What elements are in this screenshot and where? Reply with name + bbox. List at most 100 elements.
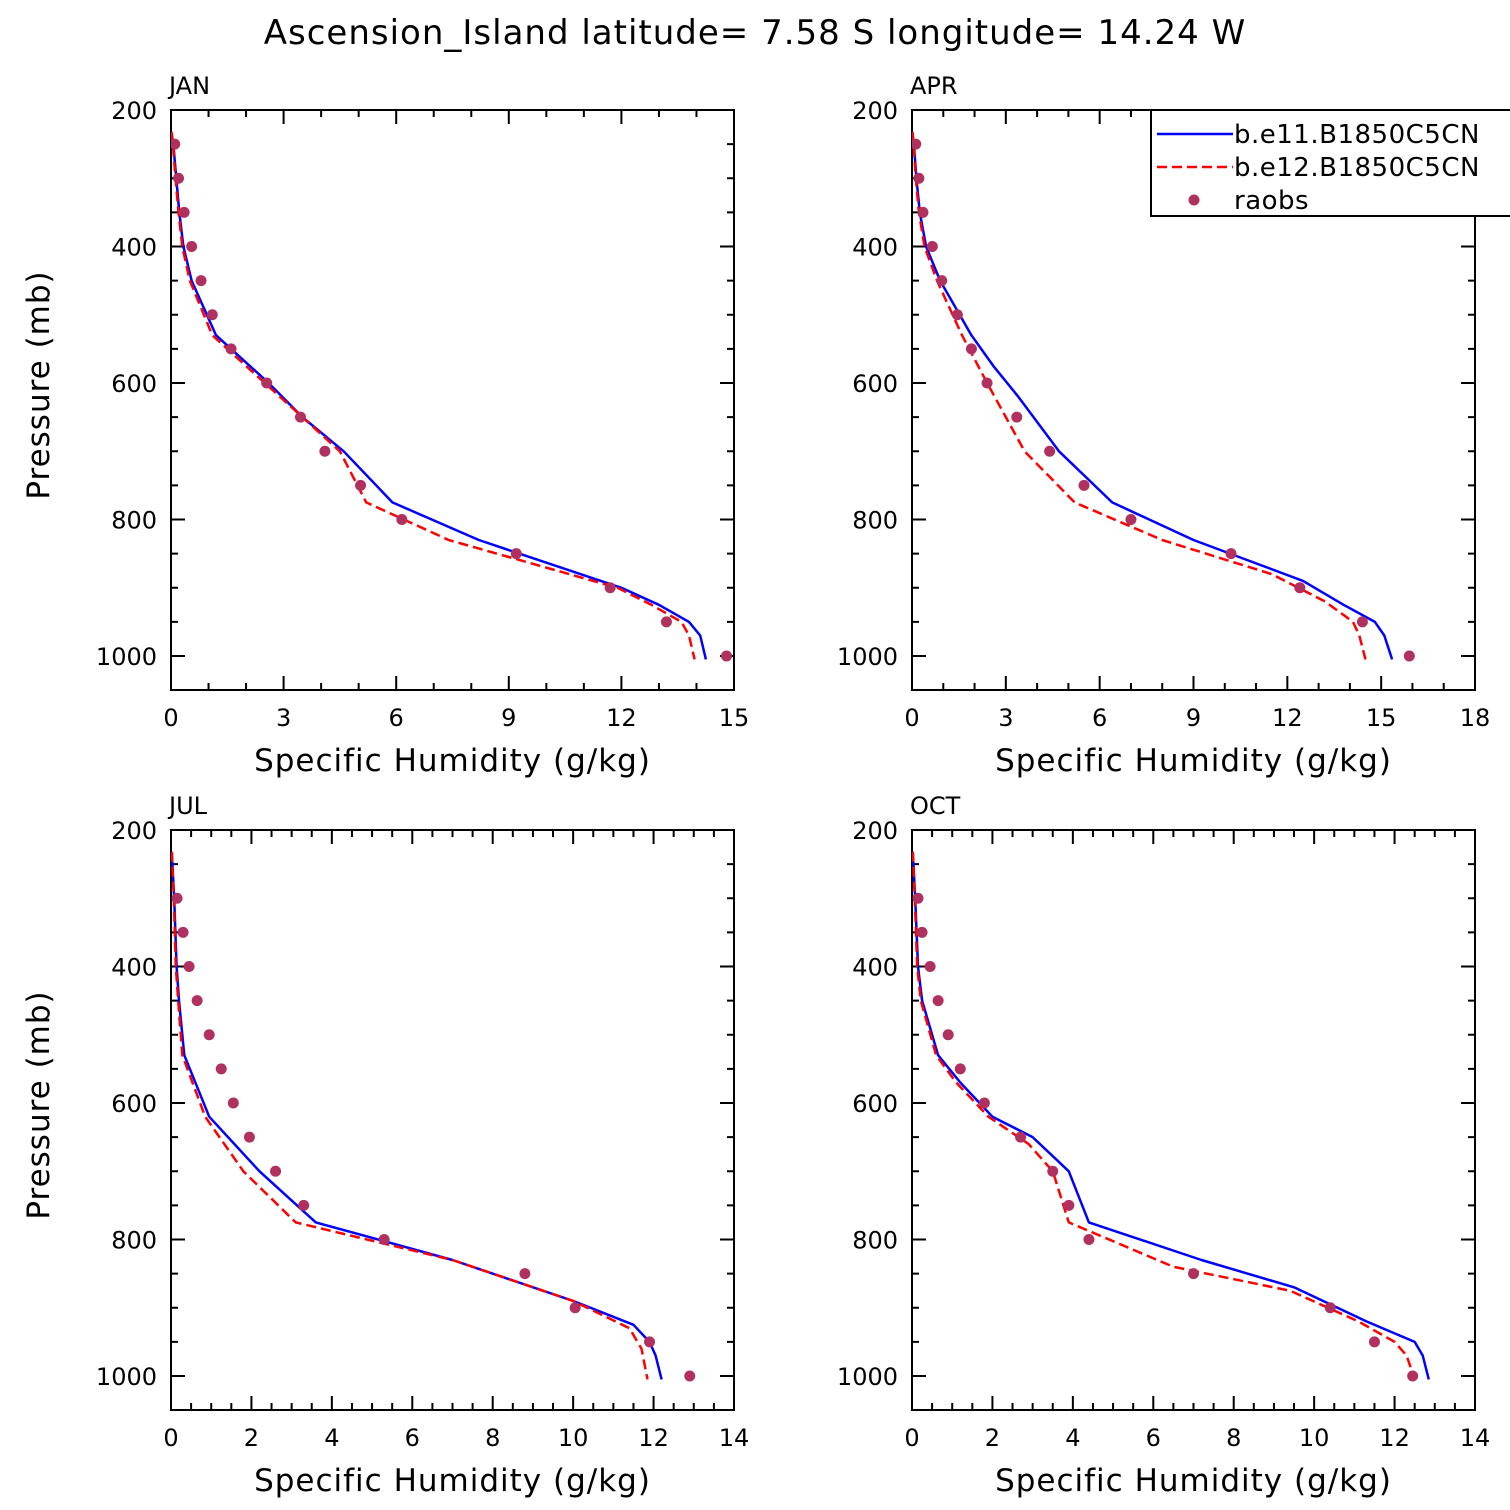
raobs-point: [171, 138, 181, 150]
x-axis-label: Specific Humidity (g/kg): [995, 743, 1392, 779]
x-tick-label: 10: [1299, 1424, 1330, 1452]
x-tick-label: 12: [606, 704, 637, 732]
raobs-point: [1011, 411, 1023, 423]
raobs-point: [684, 1370, 696, 1382]
y-tick-label: 800: [111, 1227, 157, 1255]
raobs-point: [936, 275, 948, 287]
x-tick-label: 3: [276, 704, 291, 732]
raobs-point: [926, 241, 938, 252]
y-tick-label: 800: [111, 507, 157, 535]
y-tick-label: 800: [852, 1227, 898, 1255]
y-tick-label: 200: [852, 97, 898, 125]
raobs-point: [1083, 1234, 1095, 1245]
raobs-point: [1294, 582, 1306, 594]
panel-month-label: JAN: [167, 72, 210, 100]
raobs-point: [604, 582, 616, 594]
panel-month-label: APR: [910, 72, 958, 100]
series-group: [912, 131, 1415, 662]
raobs-point: [270, 1165, 282, 1177]
panel-oct: OCT 0 2 4 6 8 10 12 14 200 400 600 800 1000 Specific H…: [837, 792, 1490, 1499]
y-tick-label: 600: [852, 1090, 898, 1118]
raobs-point: [177, 926, 189, 938]
x-tick-label: 12: [1379, 1424, 1410, 1452]
raobs-point: [171, 892, 183, 904]
raobs-point: [186, 241, 198, 252]
x-tick-label: 6: [405, 1424, 420, 1452]
x-tick-label: 0: [163, 704, 178, 732]
raobs-point: [1125, 514, 1137, 525]
x-tick-label: 0: [904, 704, 919, 732]
legend-box: [1150, 109, 1510, 217]
y-tick-label: 1000: [837, 1363, 898, 1391]
x-tick-label: 9: [1186, 704, 1201, 732]
raobs-point: [1047, 1165, 1059, 1177]
y-tick-label: 400: [111, 234, 157, 262]
raobs-point: [243, 1131, 255, 1143]
raobs-point: [1356, 616, 1368, 628]
raobs-point: [951, 309, 963, 321]
x-tick-label: 2: [985, 1424, 1000, 1452]
x-tick-label: 12: [1272, 704, 1303, 732]
x-tick-label: 0: [163, 1424, 178, 1452]
x-tick-label: 6: [1092, 704, 1107, 732]
panel-jan: JAN 0 3 6 9 12 15 200 400 600 800 1000 Specific Humi…: [21, 72, 749, 779]
raobs-point: [1078, 479, 1090, 491]
raobs-point: [396, 514, 408, 525]
raobs-point: [261, 377, 273, 389]
raobs-point: [1015, 1131, 1027, 1143]
x-tick-label: 9: [501, 704, 516, 732]
raobs-point: [519, 1268, 531, 1280]
x-axis-label: Specific Humidity (g/kg): [254, 743, 651, 779]
raobs-point: [924, 961, 936, 972]
legend-label: b.e11.B1850C5CN: [1234, 120, 1480, 150]
raobs-point: [225, 343, 237, 355]
raobs-point: [917, 206, 929, 218]
raobs-point: [912, 892, 924, 904]
x-axis-label: Specific Humidity (g/kg): [254, 1463, 651, 1499]
series-line-e12: [912, 131, 1367, 660]
y-axis-label: Pressure (mb): [21, 990, 57, 1219]
raobs-point: [981, 377, 993, 389]
plot-frame: [170, 109, 735, 691]
raobs-point: [195, 275, 207, 287]
y-axis-label: Pressure (mb): [21, 270, 57, 499]
panel-month-label: OCT: [910, 792, 961, 820]
series-group: [171, 131, 732, 662]
raobs-point: [378, 1234, 390, 1245]
raobs-point: [173, 172, 185, 184]
raobs-point: [1407, 1370, 1419, 1382]
raobs-point: [916, 926, 928, 938]
raobs-point: [1225, 548, 1237, 560]
raobs-point: [215, 1063, 227, 1075]
raobs-point: [965, 343, 977, 355]
y-tick-label: 600: [111, 1090, 157, 1118]
x-tick-label: 8: [1226, 1424, 1241, 1452]
x-tick-label: 15: [719, 704, 750, 732]
legend-marker-dot: [1188, 194, 1200, 206]
raobs-point: [932, 995, 944, 1007]
x-tick-label: 0: [904, 1424, 919, 1452]
raobs-point: [178, 206, 190, 218]
chart-title: Ascension_Island latitude= 7.58 S longit…: [264, 13, 1247, 53]
raobs-point: [1063, 1199, 1075, 1211]
series-line-e12: [171, 851, 649, 1380]
raobs-point: [319, 445, 331, 457]
raobs-point: [227, 1097, 239, 1109]
x-tick-label: 12: [638, 1424, 669, 1452]
series-line-e12: [171, 131, 696, 660]
y-tick-label: 1000: [837, 643, 898, 671]
x-tick-label: 10: [558, 1424, 589, 1452]
x-tick-label: 6: [389, 704, 404, 732]
y-tick-label: 200: [852, 817, 898, 845]
x-tick-label: 6: [1146, 1424, 1161, 1452]
y-tick-label: 200: [111, 97, 157, 125]
raobs-point: [660, 616, 672, 628]
raobs-point: [913, 172, 925, 184]
y-tick-label: 600: [852, 370, 898, 398]
plot-frame: [170, 829, 735, 1411]
y-tick-label: 800: [852, 507, 898, 535]
series-line-e11: [912, 851, 1431, 1380]
